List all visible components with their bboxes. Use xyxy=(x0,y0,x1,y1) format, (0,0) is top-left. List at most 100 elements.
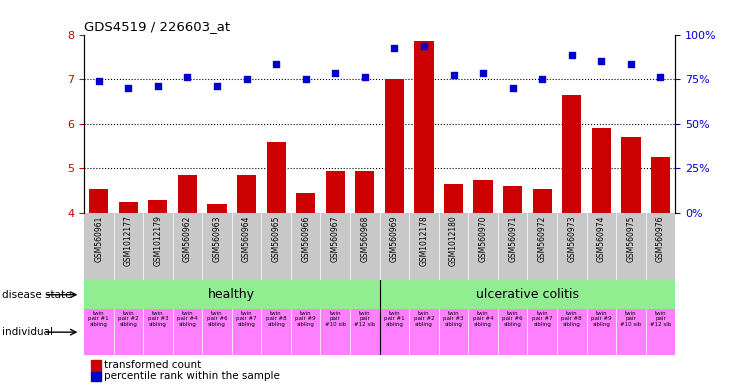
Bar xyxy=(415,41,434,213)
Bar xyxy=(291,309,320,355)
Bar xyxy=(202,309,231,355)
Point xyxy=(329,70,341,76)
Bar xyxy=(326,171,345,213)
Bar xyxy=(527,309,557,355)
Text: GSM560969: GSM560969 xyxy=(390,215,399,262)
Point xyxy=(182,74,193,80)
Text: ulcerative colitis: ulcerative colitis xyxy=(476,288,579,301)
Text: twin
pair #7
sibling: twin pair #7 sibling xyxy=(237,311,257,327)
Bar xyxy=(231,309,261,355)
Text: twin
pair #6
sibling: twin pair #6 sibling xyxy=(207,311,227,327)
Point xyxy=(359,74,371,80)
Text: individual: individual xyxy=(2,327,53,337)
Text: twin
pair #3
sibling: twin pair #3 sibling xyxy=(147,311,168,327)
Text: GSM1012179: GSM1012179 xyxy=(153,215,162,266)
Point xyxy=(477,70,489,76)
Text: healthy: healthy xyxy=(208,288,256,301)
Bar xyxy=(616,309,645,355)
Text: twin
pair #6
sibling: twin pair #6 sibling xyxy=(502,311,523,327)
Text: GSM1012177: GSM1012177 xyxy=(124,215,133,266)
Point xyxy=(418,43,430,49)
Text: disease state: disease state xyxy=(2,290,72,300)
Bar xyxy=(444,184,463,213)
Bar xyxy=(148,200,167,213)
Point xyxy=(447,72,459,78)
Text: twin
pair
#10 sib: twin pair #10 sib xyxy=(620,311,642,327)
Text: GSM560975: GSM560975 xyxy=(626,215,635,262)
Text: twin
pair #1
sibling: twin pair #1 sibling xyxy=(384,311,404,327)
Text: twin
pair #2
sibling: twin pair #2 sibling xyxy=(118,311,139,327)
Bar xyxy=(356,171,374,213)
Text: GSM560971: GSM560971 xyxy=(508,215,517,262)
Point xyxy=(596,58,607,65)
Bar xyxy=(84,309,114,355)
Bar xyxy=(409,309,439,355)
Point xyxy=(507,85,518,91)
Text: GSM560963: GSM560963 xyxy=(212,215,221,262)
Text: GSM560967: GSM560967 xyxy=(331,215,339,262)
Text: GSM560970: GSM560970 xyxy=(479,215,488,262)
Bar xyxy=(89,189,108,213)
Text: GSM560974: GSM560974 xyxy=(597,215,606,262)
Text: GSM560973: GSM560973 xyxy=(567,215,576,262)
Bar xyxy=(84,280,380,309)
Text: twin
pair #8
sibling: twin pair #8 sibling xyxy=(266,311,286,327)
Text: twin
pair #3
sibling: twin pair #3 sibling xyxy=(443,311,464,327)
Bar xyxy=(503,186,522,213)
Point xyxy=(152,83,164,89)
Text: twin
pair #8
sibling: twin pair #8 sibling xyxy=(561,311,582,327)
Bar xyxy=(498,309,527,355)
Text: GSM560966: GSM560966 xyxy=(301,215,310,262)
Bar xyxy=(266,142,285,213)
Bar xyxy=(296,193,315,213)
Bar xyxy=(114,309,143,355)
Bar xyxy=(645,309,675,355)
Bar xyxy=(587,309,616,355)
Point xyxy=(388,45,400,51)
Text: transformed count: transformed count xyxy=(104,360,201,370)
Point xyxy=(123,85,134,91)
Bar xyxy=(562,95,581,213)
Bar xyxy=(469,309,498,355)
Text: GSM560972: GSM560972 xyxy=(538,215,547,262)
Text: GSM560961: GSM560961 xyxy=(94,215,103,262)
Text: percentile rank within the sample: percentile rank within the sample xyxy=(104,371,280,381)
Bar xyxy=(172,309,202,355)
Text: GSM560965: GSM560965 xyxy=(272,215,280,262)
Text: twin
pair #2
sibling: twin pair #2 sibling xyxy=(414,311,434,327)
Text: GSM1012180: GSM1012180 xyxy=(449,215,458,266)
Bar xyxy=(119,202,138,213)
Bar xyxy=(350,309,380,355)
Text: twin
pair #9
sibling: twin pair #9 sibling xyxy=(296,311,316,327)
Text: twin
pair
#12 sib: twin pair #12 sib xyxy=(650,311,671,327)
Point xyxy=(566,51,577,58)
Text: twin
pair #9
sibling: twin pair #9 sibling xyxy=(591,311,612,327)
Point xyxy=(241,76,253,82)
Bar xyxy=(143,309,172,355)
Bar xyxy=(380,280,675,309)
Bar xyxy=(320,309,350,355)
Point xyxy=(93,78,104,84)
Bar xyxy=(592,128,611,213)
Point xyxy=(625,61,637,67)
Bar xyxy=(380,309,409,355)
Bar xyxy=(207,204,226,213)
Point xyxy=(270,61,282,67)
Text: GSM1012178: GSM1012178 xyxy=(420,215,429,266)
Bar xyxy=(237,175,256,213)
Text: twin
pair #4
sibling: twin pair #4 sibling xyxy=(177,311,198,327)
Text: twin
pair
#10 sib: twin pair #10 sib xyxy=(325,311,346,327)
Bar xyxy=(474,180,493,213)
Text: twin
pair #1
sibling: twin pair #1 sibling xyxy=(88,311,109,327)
Point xyxy=(211,83,223,89)
Point xyxy=(655,74,666,80)
Text: twin
pair #4
sibling: twin pair #4 sibling xyxy=(473,311,493,327)
Text: GSM560962: GSM560962 xyxy=(183,215,192,262)
Bar xyxy=(557,309,586,355)
Bar xyxy=(439,309,469,355)
Point xyxy=(300,76,312,82)
Bar xyxy=(385,79,404,213)
Bar xyxy=(621,137,640,213)
Text: GSM560968: GSM560968 xyxy=(361,215,369,262)
Text: GSM560964: GSM560964 xyxy=(242,215,251,262)
